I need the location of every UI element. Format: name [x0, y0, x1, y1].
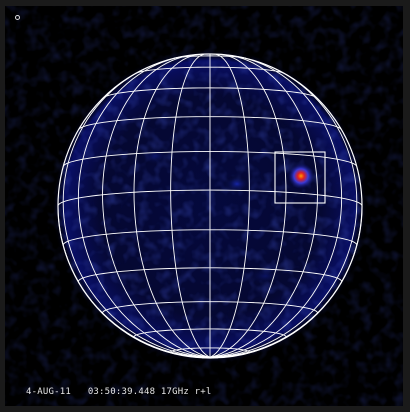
longitude-line — [209, 54, 287, 358]
solar-disk-figure — [5, 6, 403, 406]
caption-date: 4-AUG-11 — [26, 387, 71, 397]
caption-frequency: 17GHz — [160, 387, 189, 397]
heliographic-grid — [57, 53, 363, 359]
longitude-line — [133, 54, 211, 358]
corner-marker-icon — [15, 15, 20, 20]
longitude-line — [209, 53, 250, 358]
longitude-line — [62, 65, 211, 358]
faint-emission-region — [223, 175, 251, 193]
longitude-line — [209, 56, 343, 358]
active-region-hotspot — [288, 163, 314, 189]
radio-solar-image — [5, 6, 403, 406]
longitude-line — [170, 53, 211, 358]
caption-time: 03:50:39.448 — [87, 387, 156, 397]
longitude-line — [209, 65, 358, 358]
caption-polarization: r+l — [194, 387, 212, 397]
solar-limb — [57, 53, 363, 359]
faint-emission-region-2 — [137, 146, 173, 166]
longitude-line — [102, 54, 211, 358]
longitude-line — [209, 54, 318, 358]
region-selection-box — [274, 151, 326, 204]
observation-caption: 4-AUG-11 03:50:39.448 17GHz r+l — [26, 387, 211, 397]
longitude-line — [77, 56, 211, 358]
